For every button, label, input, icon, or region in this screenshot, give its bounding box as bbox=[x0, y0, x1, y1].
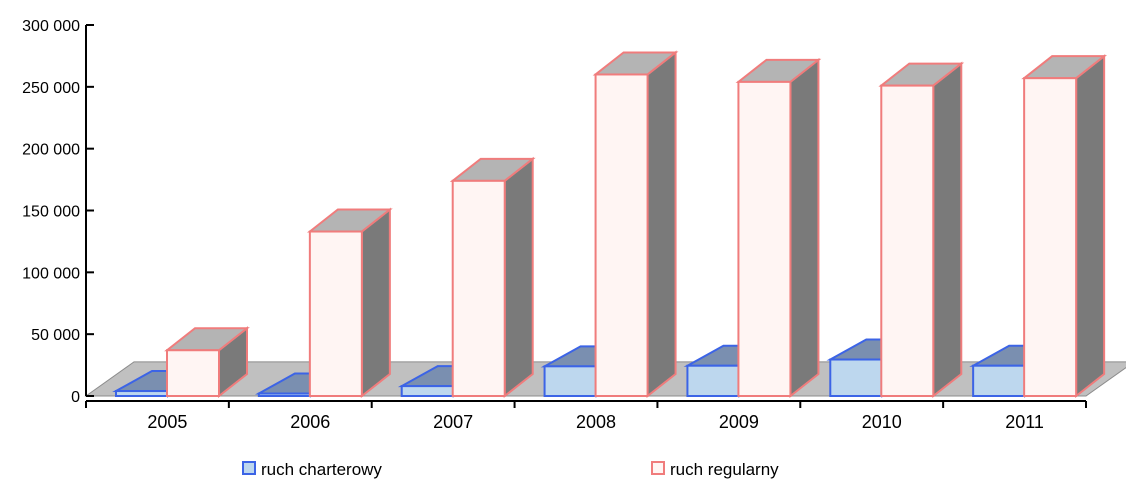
chart-legend: ruch charterowy ruch regularny bbox=[242, 460, 779, 479]
bar-regular-side bbox=[646, 50, 677, 399]
bar-regular-front bbox=[166, 349, 220, 398]
bar-regular-front bbox=[1023, 77, 1078, 397]
bar-charter-front bbox=[115, 390, 169, 398]
y-tick-label: 0 bbox=[71, 389, 80, 406]
bar-charter-front bbox=[686, 364, 741, 397]
bar-charter-front bbox=[257, 392, 312, 398]
x-category-label: 2009 bbox=[719, 412, 759, 432]
y-tick-label: 200 000 bbox=[22, 142, 80, 159]
bar-charter-front bbox=[543, 365, 598, 398]
chart-labels: 2005 2006 2007 2008 2009 2010 2011 bbox=[147, 412, 1044, 432]
bar-regular-front bbox=[737, 80, 792, 398]
x-category-label: 2006 bbox=[290, 412, 330, 432]
bar-regular-front bbox=[594, 73, 649, 397]
legend-charter-label: ruch charterowy bbox=[261, 460, 382, 479]
bar-regular bbox=[306, 207, 393, 399]
legend-regular-label: ruch regularny bbox=[670, 460, 779, 479]
x-category-label: 2011 bbox=[1005, 412, 1044, 432]
y-tick-label: 250 000 bbox=[22, 80, 80, 97]
bar-regular bbox=[449, 156, 536, 399]
bar-regular-front bbox=[880, 84, 935, 397]
x-category-label: 2008 bbox=[576, 412, 616, 432]
legend-regular-swatch bbox=[651, 461, 665, 475]
legend-charter-swatch bbox=[242, 461, 256, 475]
x-category-label: 2010 bbox=[862, 412, 902, 432]
bar-regular bbox=[878, 61, 965, 399]
bar-regular-side bbox=[1075, 54, 1106, 399]
bar-charter-front bbox=[829, 358, 884, 398]
bar-regular bbox=[164, 326, 250, 399]
bar-regular-side bbox=[503, 156, 534, 399]
bar-regular-side bbox=[932, 61, 963, 399]
bar-regular bbox=[592, 50, 679, 399]
y-tick-label: 50 000 bbox=[31, 327, 80, 344]
y-tick-label: 100 000 bbox=[22, 265, 80, 282]
bar-regular bbox=[735, 57, 822, 399]
bar-regular-side bbox=[360, 207, 391, 399]
chart-axes: 0 50 000 100 000 150 000 200 000 250 000 300 0… bbox=[22, 18, 1087, 408]
bar-regular bbox=[1021, 54, 1108, 399]
bar-regular-side bbox=[789, 57, 820, 399]
bar-charter-front bbox=[400, 385, 455, 397]
chart-bars bbox=[112, 50, 1108, 399]
bar-regular-front bbox=[451, 179, 506, 397]
bar-charter-front bbox=[972, 364, 1027, 397]
bar-regular-front bbox=[308, 230, 363, 397]
x-category-label: 2005 bbox=[147, 412, 187, 432]
x-category-label: 2007 bbox=[433, 412, 473, 432]
y-tick-label: 300 000 bbox=[22, 18, 80, 35]
y-tick-label: 150 000 bbox=[22, 204, 80, 221]
